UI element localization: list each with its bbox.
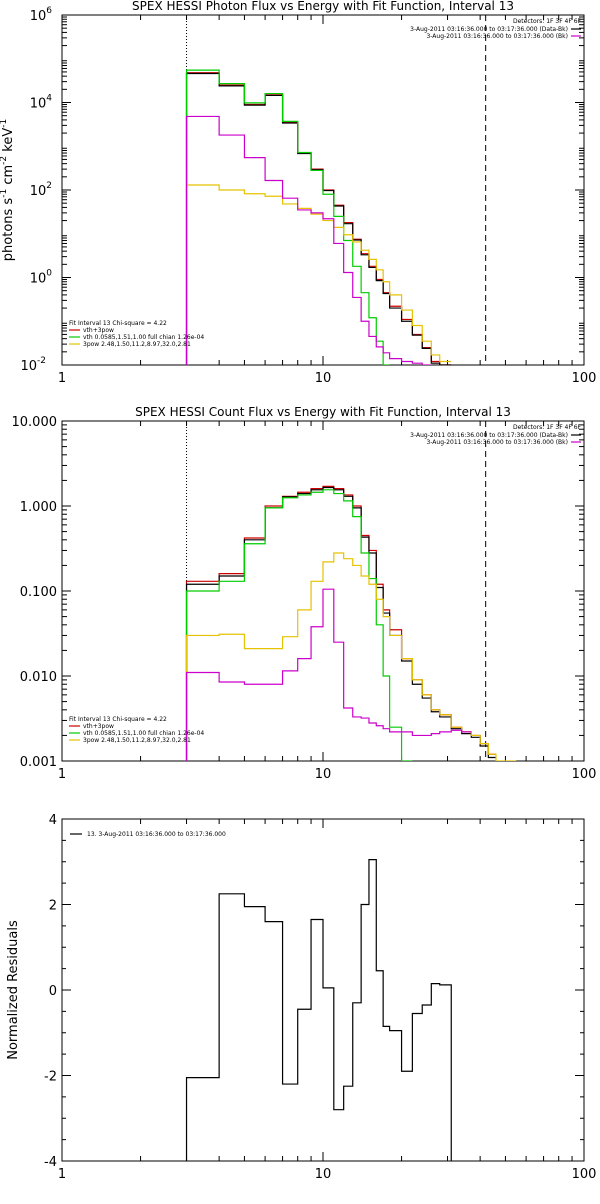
y-tick-label: 102	[30, 181, 52, 199]
chart-panel-2: SPEX HESSI Count Flux vs Energy with Fit…	[12, 405, 597, 782]
detectors-label: Detectors: 1F 3F 4F 6F	[513, 18, 582, 25]
fit-info: Fit Interval 13 Chi-square = 4.22	[69, 716, 167, 723]
series-vth-3pow	[185, 485, 496, 761]
x-tick-label: 1	[58, 371, 66, 386]
y-tick-label: 0.010	[20, 670, 57, 685]
y-tick-label: 106	[30, 6, 53, 24]
chart-panel-1: SPEX HESSI Photon Flux vs Energy with Fi…	[0, 0, 596, 386]
legend-label: 3pow 2.48,1.50,11.2,8.97,32.0,2.81	[83, 341, 191, 348]
series-bk	[185, 588, 472, 761]
y-tick-label: 0	[49, 984, 57, 999]
legend-label: 3pow 2.48,1.50,11.2,8.97,32.0,2.81	[83, 737, 191, 744]
legend-label: vth 0.0585,1.51,1.00 full chian 1.26e-04	[83, 334, 204, 341]
series-3pow	[185, 184, 452, 365]
y-tick-label: -2	[44, 1070, 57, 1085]
y-tick-label: 10.000	[12, 415, 58, 430]
y-tick-label: 2	[49, 899, 57, 914]
y-tick-label: 1.000	[20, 500, 57, 515]
plot-frame	[61, 818, 585, 1162]
y-axis-label: Normalized Residuals	[6, 920, 21, 1060]
detectors-label: Detectors: 1F 3F 4F 6F	[513, 424, 582, 431]
legend-label: vth+3pow	[83, 723, 114, 730]
x-tick-label: 100	[572, 767, 597, 782]
header-line: 3-Aug-2011 03:16:36.000 to 03:17:36.000 …	[426, 439, 568, 446]
y-tick-label: -4	[44, 1155, 57, 1170]
series-data-bk	[185, 72, 452, 365]
legend-label: vth+3pow	[83, 327, 114, 334]
x-tick-label: 1	[58, 1167, 66, 1182]
legend-label: vth 0.0585,1.51,1.00 full chian 1.26e-04	[83, 730, 204, 737]
series-3pow	[185, 552, 517, 761]
series-residuals	[185, 859, 452, 1161]
x-tick-label: 100	[572, 371, 597, 386]
fit-info: Fit Interval 13 Chi-square = 4.22	[69, 320, 167, 327]
chart-title: SPEX HESSI Count Flux vs Energy with Fit…	[135, 405, 511, 419]
series-vth	[185, 489, 413, 761]
legend-label: 13. 3-Aug-2011 03:16:36.000 to 03:17:36.…	[87, 831, 226, 838]
header-line: 3-Aug-2011 03:16:36.000 to 03:17:36.000 …	[426, 33, 568, 40]
header-line: 3-Aug-2011 03:16:36.000 to 03:17:36.000 …	[410, 26, 568, 33]
chart-panel-3: 1 10 100 -4 -2 0 2 4 Normalized Residuals 13. 3-A…	[6, 813, 596, 1182]
y-tick-label: 0.100	[20, 585, 57, 600]
y-axis-label: photons s-1 cm-2 keV-1	[0, 119, 16, 261]
x-tick-label: 1	[58, 767, 66, 782]
series-vth	[185, 69, 390, 365]
x-tick-label: 10	[315, 1167, 332, 1182]
y-tick-label: 4	[49, 813, 57, 828]
y-tick-label: 104	[30, 94, 53, 112]
x-tick-label: 10	[315, 371, 332, 386]
header-line: 3-Aug-2011 03:16:36.000 to 03:17:36.000 …	[410, 432, 568, 439]
x-tick-label: 10	[315, 767, 332, 782]
x-tick-label: 100	[572, 1167, 597, 1182]
y-tick-label: 100	[30, 269, 53, 287]
chart-title: SPEX HESSI Photon Flux vs Energy with Fi…	[132, 0, 514, 13]
y-tick-label: 10-2	[20, 356, 46, 374]
y-tick-label: 0.001	[20, 755, 57, 770]
series-data-bk	[185, 486, 496, 761]
series-bk	[185, 115, 432, 365]
